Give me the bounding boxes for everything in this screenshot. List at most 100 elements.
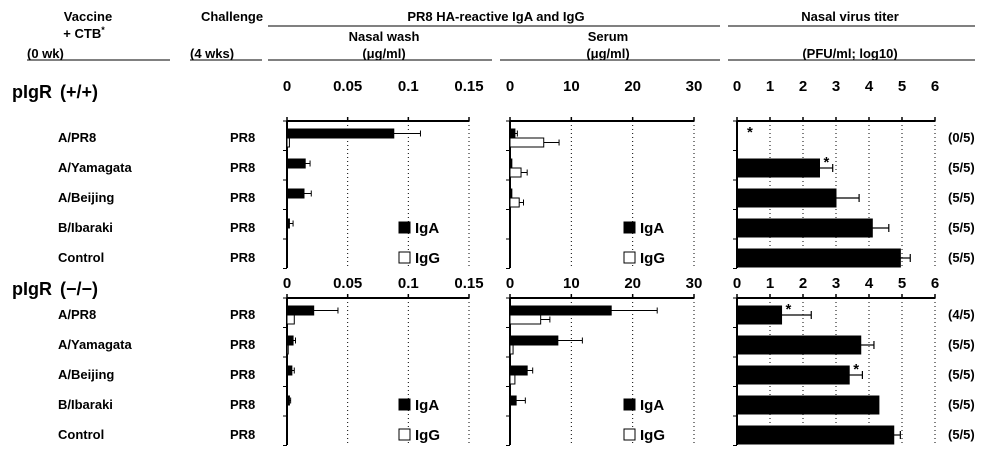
challenge-label: PR8 — [230, 427, 255, 442]
x-tick-label: 30 — [686, 78, 703, 95]
vaccine-label: B/Ibaraki — [58, 397, 113, 412]
titer-bar — [736, 335, 862, 355]
vaccine-label: A/PR8 — [58, 130, 96, 145]
genotype-title: pIgR (−/−) — [12, 279, 98, 299]
titer-bar — [736, 305, 783, 325]
genotype-value: (−/−) — [60, 279, 98, 299]
iga-bar — [509, 365, 528, 376]
challenge-label: PR8 — [230, 130, 255, 145]
vaccine-label: A/Yamagata — [58, 337, 132, 352]
titer-bar — [736, 425, 895, 445]
x-tick-label: 1 — [766, 78, 774, 95]
infected-fraction: (5/5) — [948, 427, 975, 442]
x-tick-label: 4 — [865, 78, 874, 95]
serum-unit: (μg/ml) — [586, 46, 629, 61]
virus-unit: (PFU/ml; log10) — [802, 46, 897, 61]
igg-bar — [509, 344, 514, 355]
igg-bar — [286, 137, 290, 148]
igg-bar — [509, 314, 542, 325]
vaccine-label: A/Beijing — [58, 367, 114, 382]
vaccine-label: A/Beijing — [58, 190, 114, 205]
infected-fraction: (5/5) — [948, 220, 975, 235]
iga-bar — [509, 395, 517, 406]
legend-swatch-iga — [623, 398, 636, 411]
legend-swatch-iga — [398, 398, 411, 411]
igg-bar — [509, 374, 516, 385]
x-tick-label: 1 — [766, 275, 774, 292]
titer-bar — [736, 188, 837, 208]
x-tick-label: 0 — [283, 275, 291, 292]
genotype-label: pIgR — [12, 279, 52, 299]
x-tick-label: 0 — [733, 275, 741, 292]
x-tick-label: 6 — [931, 78, 939, 95]
challenge-label: PR8 — [230, 250, 255, 265]
x-tick-label: 0.15 — [454, 275, 483, 292]
legend-label-igg: IgG — [640, 250, 665, 267]
challenge-label: PR8 — [230, 190, 255, 205]
challenge-time: (4 wks) — [190, 46, 234, 61]
legend-swatch-igg — [623, 428, 636, 441]
iga-bar — [509, 335, 559, 346]
iga-bar — [286, 158, 306, 169]
x-tick-label: 2 — [799, 78, 807, 95]
iga-bar — [509, 128, 516, 139]
legend-swatch-igg — [623, 251, 636, 264]
infected-fraction: (0/5) — [948, 130, 975, 145]
iga-bar — [509, 305, 612, 316]
infected-fraction: (4/5) — [948, 307, 975, 322]
significance-star: * — [853, 361, 859, 378]
challenge-label: PR8 — [230, 307, 255, 322]
legend-label-iga: IgA — [415, 220, 439, 237]
legend-label-iga: IgA — [640, 220, 664, 237]
legend-swatch-igg — [398, 251, 411, 264]
x-tick-label: 0 — [506, 275, 514, 292]
x-tick-label: 10 — [563, 78, 580, 95]
titer-bar — [736, 158, 820, 178]
igg-bar — [509, 137, 545, 148]
x-tick-label: 5 — [898, 78, 906, 95]
nasal-wash-title: Nasal wash — [349, 29, 420, 44]
igg-bar — [509, 167, 522, 178]
legend-label-igg: IgG — [415, 427, 440, 444]
x-tick-label: 0 — [506, 78, 514, 95]
vaccine-label: Control — [58, 427, 104, 442]
iga-bar — [509, 188, 513, 199]
challenge-label: PR8 — [230, 367, 255, 382]
igg-bar — [286, 344, 289, 355]
x-tick-label: 3 — [832, 275, 840, 292]
x-tick-label: 4 — [865, 275, 874, 292]
legend-label-igg: IgG — [640, 427, 665, 444]
iga-bar — [286, 305, 315, 316]
iga-bar — [286, 335, 294, 346]
iga-bar — [286, 365, 293, 376]
x-tick-label: 10 — [563, 275, 580, 292]
x-tick-label: 0 — [733, 78, 741, 95]
x-tick-label: 20 — [624, 275, 641, 292]
serum-title: Serum — [588, 29, 628, 44]
challenge-header: Challenge — [201, 9, 263, 24]
x-tick-label: 0 — [283, 78, 291, 95]
legend-swatch-igg — [398, 428, 411, 441]
x-tick-label: 0.1 — [398, 275, 419, 292]
genotype-title: pIgR (+/+) — [12, 82, 98, 102]
vaccine-header-ctb: + CTB* — [63, 25, 105, 41]
infected-fraction: (5/5) — [948, 337, 975, 352]
challenge-label: PR8 — [230, 160, 255, 175]
infected-fraction: (5/5) — [948, 367, 975, 382]
igg-bar — [286, 314, 295, 325]
x-tick-label: 6 — [931, 275, 939, 292]
vaccine-label: A/Yamagata — [58, 160, 132, 175]
infected-fraction: (5/5) — [948, 397, 975, 412]
x-tick-label: 5 — [898, 275, 906, 292]
iga-bar — [286, 395, 290, 406]
x-tick-label: 20 — [624, 78, 641, 95]
vaccine-header-ctb-sup: * — [101, 25, 105, 35]
significance-star: * — [824, 154, 830, 171]
x-tick-label: 30 — [686, 275, 703, 292]
challenge-label: PR8 — [230, 220, 255, 235]
infected-fraction: (5/5) — [948, 190, 975, 205]
x-tick-label: 0.1 — [398, 78, 419, 95]
legend-swatch-iga — [398, 221, 411, 234]
